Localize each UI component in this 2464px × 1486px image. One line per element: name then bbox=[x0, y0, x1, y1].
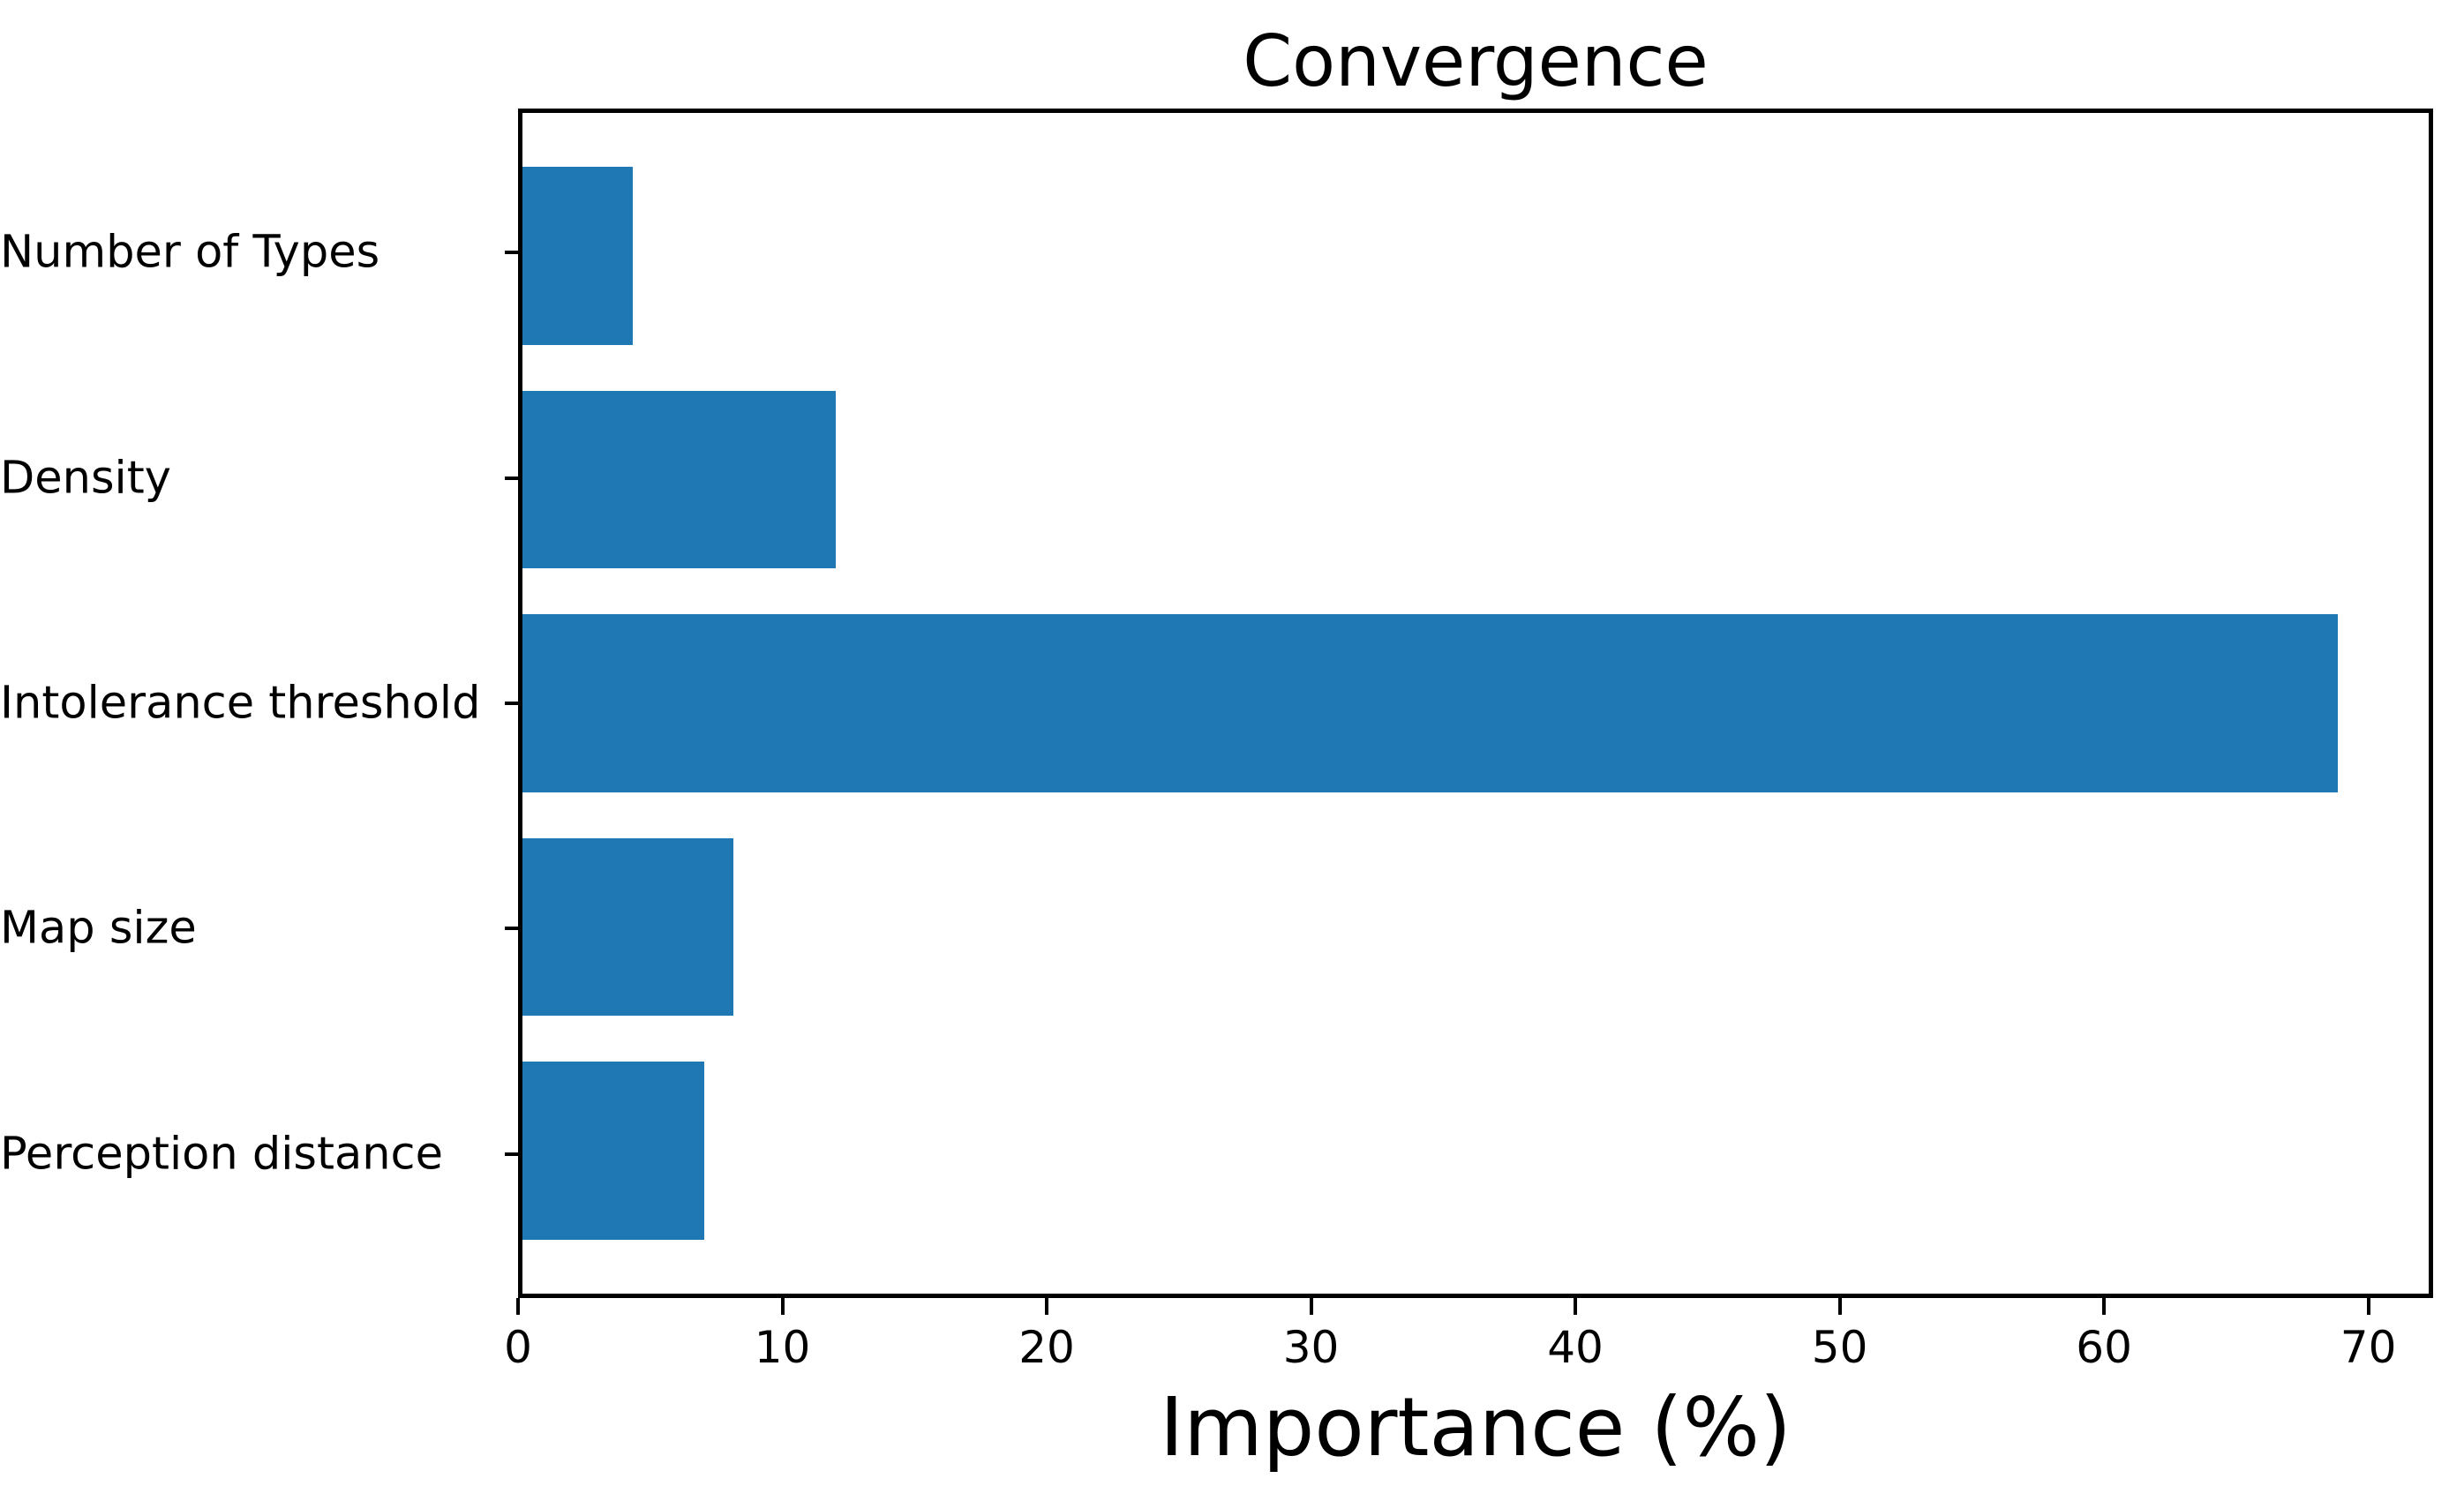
y-tick-mark bbox=[505, 927, 518, 931]
x-tick-mark bbox=[2366, 1298, 2370, 1315]
x-tick-label: 20 bbox=[1018, 1322, 1075, 1373]
y-tick-mark bbox=[505, 1152, 518, 1156]
x-tick-mark bbox=[780, 1298, 785, 1315]
x-tick-mark bbox=[516, 1298, 520, 1315]
x-tick-label: 30 bbox=[1282, 1322, 1340, 1373]
y-tick-label: Density bbox=[0, 452, 171, 505]
x-tick-label: 50 bbox=[1811, 1322, 1868, 1373]
y-tick-mark bbox=[505, 476, 518, 480]
bar bbox=[522, 390, 836, 569]
plot-area bbox=[518, 109, 2433, 1298]
x-tick-label: 0 bbox=[504, 1322, 532, 1373]
bar bbox=[522, 837, 733, 1017]
x-tick-label: 60 bbox=[2076, 1322, 2132, 1373]
x-tick-mark bbox=[1045, 1298, 1049, 1315]
y-tick-mark bbox=[505, 251, 518, 255]
x-tick-mark bbox=[1837, 1298, 1842, 1315]
x-tick-label: 10 bbox=[754, 1322, 811, 1373]
chart-title: Convergence bbox=[1243, 20, 1709, 102]
x-tick-mark bbox=[1309, 1298, 1313, 1315]
x-tick-label: 40 bbox=[1547, 1322, 1604, 1373]
x-axis-label: Importance (%) bbox=[1160, 1380, 1792, 1475]
bar bbox=[522, 167, 634, 345]
y-tick-label: Perception distance bbox=[0, 1128, 443, 1181]
x-tick-mark bbox=[1574, 1298, 1578, 1315]
bar bbox=[522, 614, 2339, 792]
y-tick-mark bbox=[505, 702, 518, 705]
y-tick-label: Map size bbox=[0, 902, 197, 955]
x-tick-mark bbox=[2102, 1298, 2107, 1315]
bar bbox=[522, 1062, 704, 1240]
x-tick-label: 70 bbox=[2340, 1322, 2397, 1373]
y-tick-label: Intolerance threshold bbox=[0, 677, 481, 730]
y-tick-label: Number of Types bbox=[0, 226, 380, 279]
